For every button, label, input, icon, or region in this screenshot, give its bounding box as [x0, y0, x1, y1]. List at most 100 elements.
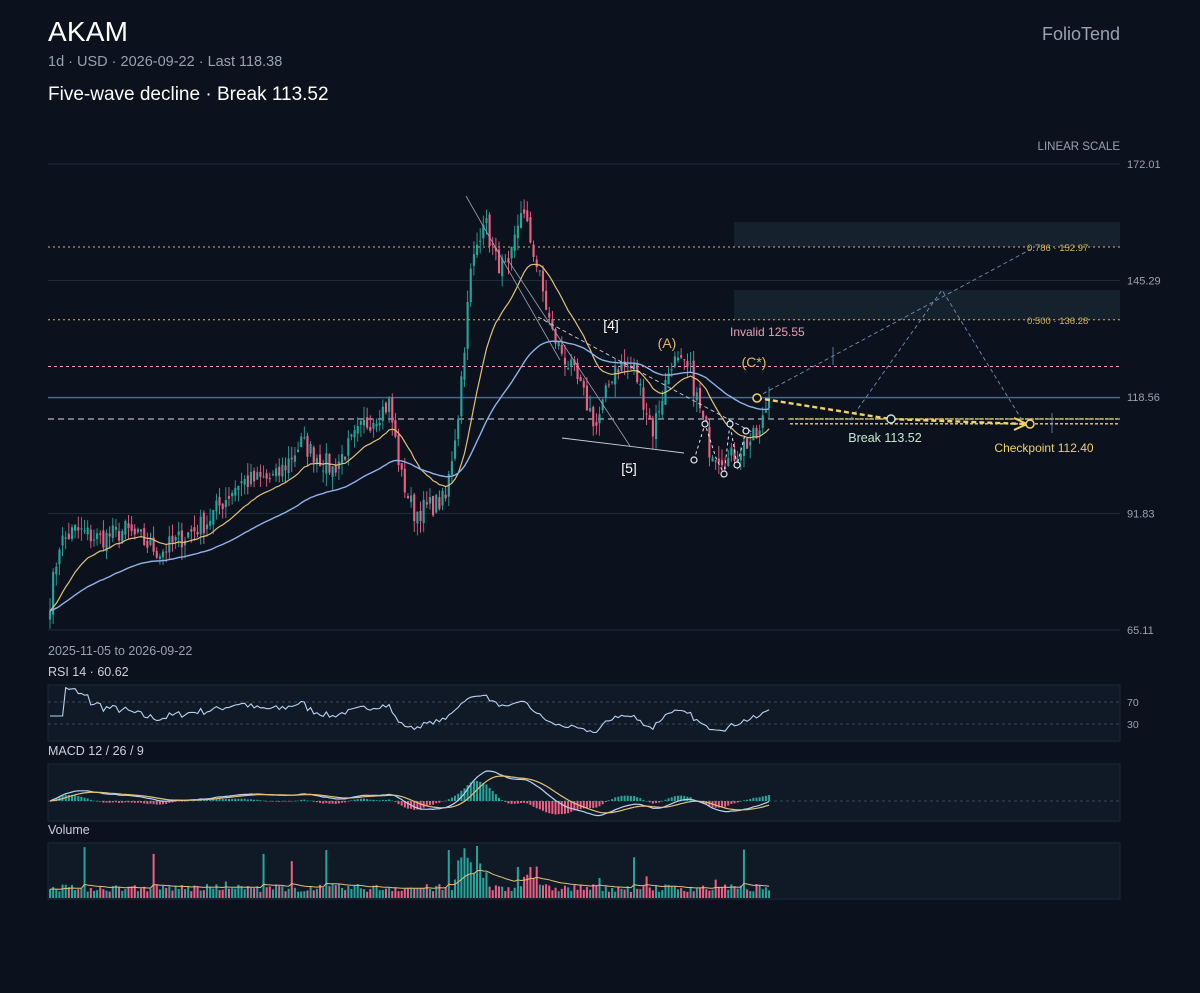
macd-bar	[281, 801, 284, 802]
volume-bar	[136, 891, 139, 898]
macd-bar	[413, 801, 416, 810]
candle-body	[231, 493, 234, 497]
candle-body	[61, 535, 64, 546]
macd-bar	[99, 801, 102, 802]
volume-bar	[425, 884, 428, 898]
macd-panel	[47, 763, 1121, 822]
volume-bar	[312, 890, 315, 898]
candle-body	[494, 247, 497, 252]
candle-body	[397, 435, 400, 466]
macd-bar	[381, 799, 384, 801]
volume-bar	[661, 890, 664, 898]
volume-bar	[680, 888, 683, 898]
volume-bar	[413, 888, 416, 898]
volume-bar	[372, 885, 375, 898]
volume-bar	[256, 886, 259, 898]
candle-body	[149, 538, 152, 546]
volume-bar	[384, 888, 387, 898]
candle-body	[749, 441, 752, 446]
volume-bar	[538, 884, 541, 898]
macd-bar	[271, 801, 274, 802]
macd-bar	[686, 796, 689, 801]
macd-bar	[494, 794, 497, 801]
candle-body	[658, 411, 661, 413]
price-tick-label: 91.83	[1127, 509, 1155, 521]
candle-body	[92, 539, 96, 541]
volume-bar	[152, 853, 155, 898]
macd-bar	[469, 782, 472, 801]
candle-body	[636, 363, 639, 383]
volume-bar	[695, 888, 698, 898]
candle-body	[746, 438, 749, 449]
candle-body	[234, 487, 237, 496]
macd-bar	[648, 801, 651, 803]
volume-bar	[406, 887, 409, 898]
volume-bar	[114, 885, 117, 898]
fib-0500-label: 0.500 · 136.28	[1027, 316, 1088, 327]
candle-body	[158, 556, 161, 559]
candle-body	[482, 224, 485, 239]
volume-bar	[400, 890, 403, 898]
macd-bar	[560, 801, 563, 814]
volume-bar	[714, 879, 717, 898]
volume-bar	[243, 889, 246, 898]
candle-body	[538, 270, 541, 272]
candle-body	[287, 458, 290, 473]
macd-bar	[74, 795, 77, 801]
macd-bar	[633, 796, 636, 801]
volume-bar	[742, 849, 745, 898]
candle-body	[504, 261, 507, 263]
macd-bar	[212, 799, 215, 801]
volume-bar	[265, 887, 268, 898]
candle-body	[143, 528, 146, 545]
macd-bar	[520, 801, 522, 804]
volume-bar	[432, 891, 435, 898]
volume-bar	[319, 884, 322, 898]
macd-bar	[428, 801, 431, 805]
macd-bar	[714, 801, 717, 808]
macd-bar	[746, 799, 749, 801]
volume-bar	[620, 888, 623, 898]
candle-body	[689, 363, 692, 365]
candle-body	[400, 463, 403, 470]
ma-fast-line	[49, 263, 770, 612]
candle-body	[535, 259, 538, 268]
macd-signal-line	[49, 775, 770, 814]
volume-bar	[70, 884, 73, 898]
macd-bar	[243, 798, 246, 801]
candle-body	[642, 387, 645, 410]
volume-bar	[287, 888, 290, 898]
macd-bar	[479, 781, 482, 801]
macd-bar	[664, 799, 667, 801]
volume-bar	[196, 886, 199, 898]
wave-channel-lower	[561, 437, 685, 454]
candle-body	[441, 490, 444, 506]
candle-body	[168, 536, 171, 553]
volume-bar	[629, 891, 632, 898]
volume-bar	[454, 879, 457, 898]
macd-bar	[532, 801, 535, 807]
candle-body	[422, 499, 425, 524]
volume-bar	[221, 889, 224, 898]
macd-bar	[604, 801, 607, 802]
volume-bar	[563, 885, 566, 898]
volume-bar	[428, 888, 431, 898]
wave-trendline-2	[507, 259, 631, 447]
candle-body	[155, 551, 158, 558]
volume-bar	[187, 886, 190, 898]
candle-body	[403, 468, 406, 493]
macd-bar	[589, 801, 592, 809]
volume-bars	[49, 846, 771, 898]
macd-bar	[425, 801, 428, 807]
volume-bar	[516, 866, 519, 898]
macd-bar	[472, 781, 475, 801]
candle-body	[529, 217, 532, 243]
candle-body	[557, 341, 560, 347]
volume-bar	[124, 889, 127, 898]
volume-bar	[576, 889, 579, 898]
ma-slow-line	[49, 340, 770, 612]
volume-bar	[764, 887, 767, 898]
volume-bar	[130, 886, 133, 898]
candle-body	[359, 421, 362, 425]
macd-bar	[661, 801, 664, 802]
